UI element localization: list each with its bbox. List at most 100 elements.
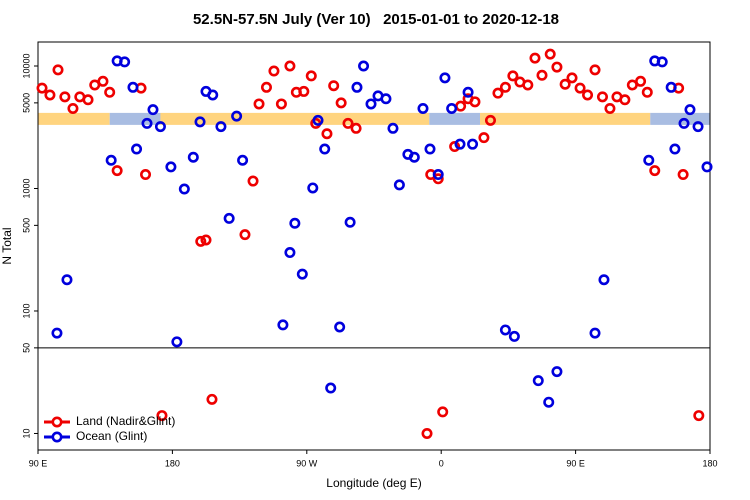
point	[665, 81, 677, 93]
point	[641, 86, 653, 98]
point	[147, 104, 159, 116]
point	[358, 60, 370, 72]
point	[165, 161, 177, 173]
point	[111, 165, 123, 177]
point	[589, 64, 601, 76]
point	[582, 89, 594, 101]
x-tick-label: 180	[165, 458, 180, 468]
band-segment	[38, 112, 110, 125]
point	[335, 97, 347, 109]
point	[437, 406, 449, 418]
point	[207, 89, 219, 101]
point	[36, 82, 48, 94]
point	[298, 85, 310, 97]
point	[131, 143, 143, 155]
point	[643, 154, 655, 166]
chart-title: 52.5N-57.5N July (Ver 10) 2015-01-01 to …	[193, 11, 559, 28]
point	[277, 319, 289, 331]
point	[171, 336, 183, 348]
point	[307, 182, 319, 194]
point	[467, 138, 479, 150]
point	[195, 235, 207, 247]
point	[507, 70, 519, 82]
point	[421, 427, 433, 439]
band-segment	[429, 112, 481, 125]
point	[312, 114, 324, 126]
point	[677, 169, 689, 181]
point	[51, 327, 63, 339]
band-segment	[109, 112, 161, 125]
point	[598, 274, 610, 286]
band-segment	[160, 112, 430, 125]
point	[387, 122, 399, 134]
point	[275, 98, 287, 110]
point	[178, 183, 190, 195]
point	[156, 410, 168, 422]
plot-frame	[37, 41, 711, 451]
point	[478, 132, 490, 144]
point	[247, 175, 259, 187]
point	[432, 173, 444, 185]
point	[119, 56, 131, 68]
point	[59, 91, 71, 103]
legend-label: Ocean (Glint)	[76, 429, 147, 443]
point	[439, 72, 451, 84]
point	[187, 151, 199, 163]
point	[325, 382, 337, 394]
y-axis-label: N Total	[0, 227, 14, 264]
point	[455, 100, 467, 112]
point	[334, 321, 346, 333]
point	[469, 96, 481, 108]
point	[284, 247, 296, 259]
x-axis-label: Longitude (deg E)	[326, 476, 421, 490]
y-tick-label: 5000	[21, 93, 31, 113]
point	[551, 61, 563, 73]
point	[499, 81, 511, 93]
point	[446, 102, 458, 114]
point	[619, 94, 631, 106]
point	[237, 154, 249, 166]
point	[532, 375, 544, 387]
point	[551, 366, 563, 378]
point	[499, 324, 511, 336]
y-tick-label: 100	[21, 303, 31, 318]
point	[342, 117, 354, 129]
point	[141, 117, 153, 129]
point	[678, 117, 690, 129]
band-segment	[480, 112, 651, 125]
point	[319, 143, 331, 155]
y-tick-label: 500	[21, 218, 31, 233]
point	[296, 268, 308, 280]
point	[596, 91, 608, 103]
point	[223, 212, 235, 224]
point	[351, 81, 363, 93]
point	[215, 121, 227, 133]
point	[52, 64, 64, 76]
x-tick-label: 90 E	[29, 458, 48, 468]
point	[44, 89, 56, 101]
point	[454, 138, 466, 150]
point	[284, 60, 296, 72]
point	[566, 72, 578, 84]
point	[649, 165, 661, 177]
point	[543, 396, 555, 408]
point	[97, 75, 109, 87]
point	[328, 80, 340, 92]
point	[104, 86, 116, 98]
point	[350, 122, 362, 134]
point	[656, 56, 668, 68]
point	[82, 94, 94, 106]
point	[484, 114, 496, 126]
point	[239, 229, 251, 241]
point	[536, 69, 548, 81]
point	[200, 234, 212, 246]
point	[449, 141, 461, 153]
point	[424, 143, 436, 155]
y-tick-label: 10000	[21, 53, 31, 78]
point	[393, 179, 405, 191]
point	[432, 169, 444, 181]
point	[67, 102, 79, 114]
point	[417, 102, 429, 114]
point	[194, 116, 206, 128]
